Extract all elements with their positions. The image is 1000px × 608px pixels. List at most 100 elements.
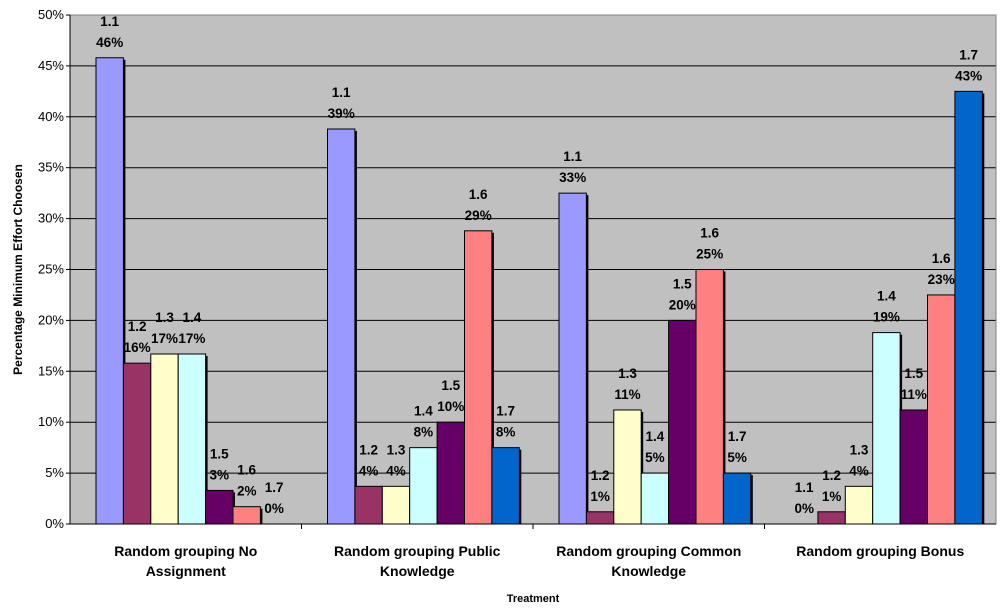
data-label-value: 23%: [928, 272, 955, 287]
x-axis-title: Treatment: [507, 593, 560, 605]
bar: [640, 472, 670, 525]
data-label-value: 11%: [614, 387, 640, 402]
data-label-series: 1.3: [850, 442, 869, 457]
data-label-series: 1.5: [673, 276, 692, 291]
data-label-value: 1%: [822, 489, 842, 504]
data-label-value: 17%: [178, 331, 205, 346]
data-label-series: 1.2: [591, 468, 610, 483]
y-axis-ticks: 0% 5% 10% 15% 20% 25% 30% 35% 40% 45% 50%: [38, 7, 70, 531]
data-label-value: 4%: [386, 463, 406, 478]
bar: [613, 409, 642, 525]
data-label-value: 10%: [437, 399, 464, 414]
data-label-series: 1.3: [155, 310, 174, 325]
y-tick-label: 40%: [38, 109, 64, 124]
bar: [327, 128, 356, 525]
data-label-value: 0%: [794, 501, 814, 516]
bar: [844, 485, 874, 525]
bar: [899, 409, 928, 525]
data-label-value: 8%: [414, 425, 434, 440]
y-tick-label: 5%: [45, 465, 64, 480]
y-tick-label: 0%: [45, 516, 64, 531]
data-label-series: 1.6: [700, 226, 719, 241]
data-label-series: 1.2: [359, 442, 378, 457]
x-category-label: Random grouping Common: [556, 543, 741, 559]
bar: [585, 511, 615, 525]
data-label-series: 1.3: [618, 366, 637, 381]
bar: [381, 485, 411, 525]
data-label-value: 17%: [151, 331, 178, 346]
data-label-series: 1.3: [387, 442, 406, 457]
x-category-label: Random grouping Public: [334, 543, 501, 559]
data-label-series: 1.1: [332, 85, 351, 100]
bar: [872, 332, 901, 525]
data-label-value: 0%: [264, 501, 284, 516]
data-label-value: 4%: [849, 463, 869, 478]
y-tick-label: 30%: [38, 211, 64, 226]
y-tick-label: 15%: [38, 363, 64, 378]
data-label-value: 11%: [901, 387, 927, 402]
data-label-value: 19%: [873, 310, 900, 325]
x-axis-categories: Random grouping No Assignment Random group…: [114, 543, 964, 579]
plot-area: [69, 14, 997, 529]
data-label-value: 39%: [328, 106, 355, 121]
data-label-series: 1.1: [795, 480, 814, 495]
data-label-series: 1.5: [904, 366, 923, 381]
data-label-value: 33%: [559, 170, 586, 185]
bar: [436, 421, 466, 525]
x-category-label: Knowledge: [380, 563, 455, 579]
data-label-series: 1.4: [414, 404, 433, 419]
bar: [817, 511, 846, 525]
data-label-value: 1%: [590, 489, 610, 504]
bars: [95, 57, 985, 525]
data-label-value: 46%: [96, 35, 123, 50]
data-label-series: 1.1: [563, 149, 582, 164]
data-label-series: 1.5: [441, 378, 460, 393]
data-labels: 1.1 46% 1.2 16% 1.3 17% 1.4 17% 1.5 3% 1.6 2% 1.7 0% 1…: [96, 14, 982, 516]
data-label-series: 1.6: [469, 187, 488, 202]
data-label-series: 1.4: [646, 429, 665, 444]
bar: [722, 472, 752, 525]
y-tick-label: 20%: [38, 312, 64, 327]
data-label-series: 1.5: [210, 446, 229, 461]
data-label-series: 1.7: [265, 480, 284, 495]
bar: [205, 489, 234, 525]
data-label-value: 25%: [696, 247, 723, 262]
y-tick-label: 25%: [38, 262, 64, 277]
data-label-value: 16%: [124, 340, 151, 355]
bar: [409, 447, 438, 525]
y-tick-label: 45%: [38, 58, 64, 73]
x-category-label: Random grouping Bonus: [796, 543, 964, 559]
bar: [122, 362, 152, 525]
bar: [354, 485, 383, 525]
data-label-value: 2%: [237, 484, 257, 499]
bar: [232, 506, 261, 525]
data-label-value: 5%: [727, 450, 747, 465]
bar: [558, 192, 587, 525]
data-label-series: 1.4: [877, 289, 896, 304]
bar: [695, 269, 724, 525]
data-label-value: 3%: [210, 467, 230, 482]
data-label-series: 1.4: [183, 310, 202, 325]
data-label-series: 1.2: [822, 468, 841, 483]
y-tick-label: 10%: [38, 414, 64, 429]
bar: [464, 230, 493, 525]
data-label-value: 29%: [465, 208, 492, 223]
y-axis-title: Percentage Minimum Effort Choosen: [11, 164, 25, 375]
x-category-label: Random grouping No: [114, 543, 257, 559]
y-tick-label: 50%: [38, 7, 64, 22]
data-label-series: 1.1: [100, 14, 119, 29]
data-label-value: 20%: [669, 297, 696, 312]
data-label-series: 1.6: [932, 251, 951, 266]
data-label-series: 1.7: [959, 47, 978, 62]
bar: [491, 447, 520, 525]
bar: [668, 319, 697, 525]
data-label-series: 1.2: [128, 319, 147, 334]
bar: [927, 294, 956, 525]
x-category-label: Knowledge: [611, 563, 686, 579]
data-label-series: 1.7: [728, 429, 747, 444]
data-label-value: 8%: [496, 425, 516, 440]
bar: [95, 57, 124, 525]
data-label-series: 1.7: [496, 404, 515, 419]
data-label-series: 1.6: [237, 463, 256, 478]
